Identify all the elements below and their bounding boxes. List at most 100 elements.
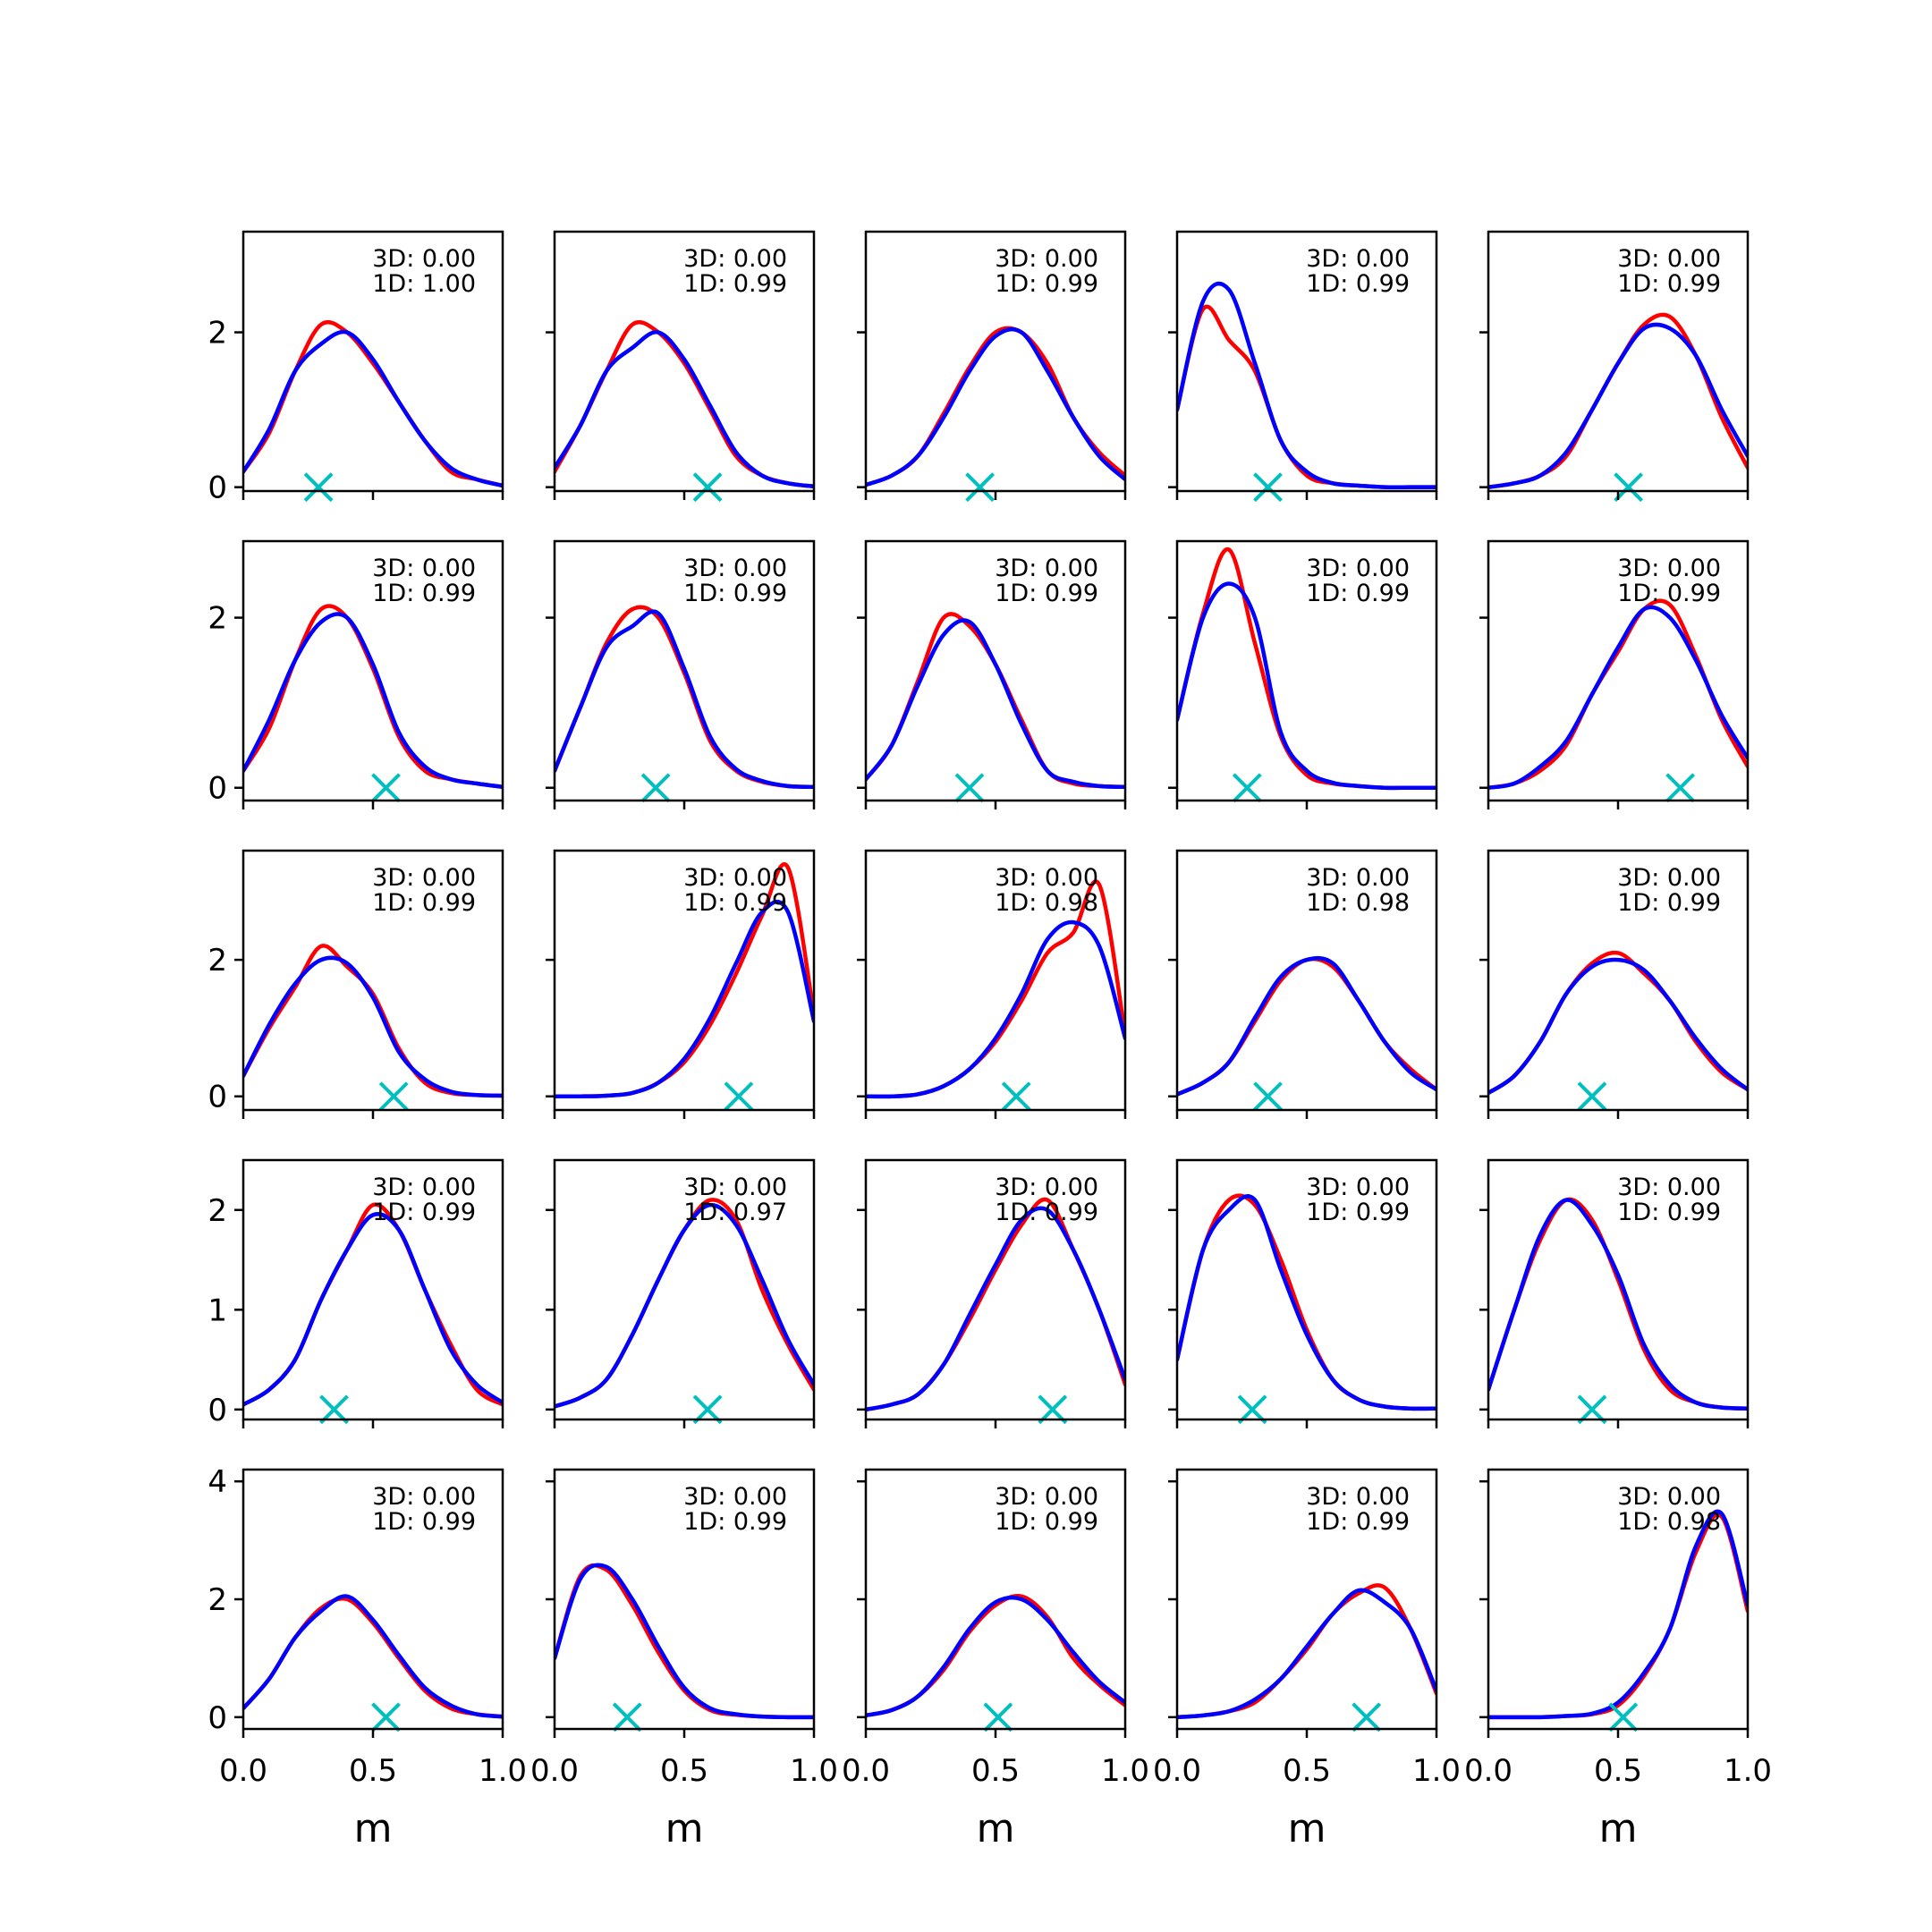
annotation-line: 1D: 0.98 (995, 889, 1098, 917)
annotation-line: 1D: 0.98 (1617, 1508, 1721, 1536)
plot-area (866, 612, 1125, 790)
plot-area (1177, 281, 1436, 490)
annotation-line: 3D: 0.00 (372, 555, 476, 582)
x-tick-label: 0.5 (660, 1753, 708, 1789)
blue-series-line (1177, 581, 1436, 791)
x-marker (371, 1702, 401, 1733)
blue-series-line (1177, 1588, 1436, 1720)
plot-area (1488, 598, 1748, 790)
plot-area (555, 1563, 814, 1720)
x-tick-label: 0.0 (530, 1753, 579, 1789)
x-marker (983, 1702, 1013, 1733)
x-tick-label: 0.0 (1153, 1753, 1201, 1789)
x-tick-label: 0.5 (349, 1753, 397, 1789)
red-series-line (243, 604, 503, 790)
annotation-line: 1D: 0.99 (995, 1199, 1098, 1226)
blue-series-line (866, 1595, 1125, 1718)
annotation-line: 1D: 0.99 (1617, 270, 1721, 298)
annotation-line: 3D: 0.00 (995, 245, 1098, 273)
y-tick-label: 0 (208, 1700, 227, 1736)
red-series-line (555, 1563, 814, 1720)
plot-area (1177, 955, 1436, 1097)
blue-series-line (1488, 322, 1748, 489)
red-series-line (1177, 1583, 1436, 1720)
y-tick-label: 2 (208, 1582, 227, 1618)
blue-series-line (243, 329, 503, 488)
annotation-line: 1D: 1.00 (372, 270, 476, 298)
annotation-line: 1D: 0.99 (683, 580, 787, 607)
plot-area (866, 326, 1125, 487)
plot-area (1488, 950, 1748, 1096)
annotation-line: 3D: 0.00 (1617, 1174, 1721, 1201)
x-marker (1001, 1081, 1031, 1112)
x-marker (1665, 773, 1696, 803)
annotation-line: 3D: 0.00 (1617, 555, 1721, 582)
blue-series-line (1488, 1509, 1748, 1720)
plot-area (1177, 1193, 1436, 1411)
x-marker (1232, 773, 1262, 803)
annotation-line: 1D: 0.99 (1306, 1508, 1410, 1536)
blue-series-line (866, 326, 1125, 487)
plot-area (555, 1198, 814, 1409)
red-series-line (555, 605, 814, 790)
blue-series-line (866, 919, 1125, 1099)
x-tick-label: 0.0 (842, 1753, 890, 1789)
x-axis-label: m (1288, 1806, 1326, 1852)
blue-series-line (1488, 957, 1748, 1096)
blue-series-line (1488, 605, 1748, 790)
red-series-line (1177, 1193, 1436, 1411)
blue-series-line (1177, 955, 1436, 1097)
x-marker (1614, 472, 1644, 503)
x-tick-label: 0.5 (1283, 1753, 1331, 1789)
y-tick-label: 2 (208, 316, 227, 352)
annotation-line: 1D: 0.99 (1306, 1199, 1410, 1226)
annotation-line: 1D: 0.99 (1306, 580, 1410, 607)
x-tick-label: 1.0 (479, 1753, 527, 1789)
blue-series-line (555, 899, 814, 1099)
x-marker (954, 773, 985, 803)
y-tick-label: 2 (208, 601, 227, 637)
annotation-line: 1D: 0.99 (372, 889, 476, 917)
annotation-line: 3D: 0.00 (995, 864, 1098, 892)
annotation-line: 1D: 0.99 (372, 580, 476, 607)
annotation-line: 3D: 0.00 (683, 864, 787, 892)
annotation-line: 3D: 0.00 (372, 1174, 476, 1201)
red-series-line (866, 1593, 1125, 1718)
annotation-line: 3D: 0.00 (1306, 555, 1410, 582)
x-marker (692, 472, 723, 503)
y-tick-label: 2 (208, 1193, 227, 1229)
blue-series-line (866, 1206, 1125, 1412)
annotation-line: 3D: 0.00 (995, 1483, 1098, 1511)
annotation-line: 3D: 0.00 (995, 1174, 1098, 1201)
x-marker (1608, 1702, 1639, 1733)
red-series-line (866, 326, 1125, 487)
red-series-line (1488, 1197, 1748, 1411)
annotation-line: 3D: 0.00 (995, 555, 1098, 582)
annotation-line: 1D: 0.97 (683, 1199, 787, 1226)
x-axis-label: m (665, 1806, 704, 1852)
x-marker (1253, 1081, 1283, 1112)
x-axis-label: m (977, 1806, 1015, 1852)
red-series-line (866, 1197, 1125, 1412)
plot-area (555, 862, 814, 1099)
blue-series-line (555, 1563, 814, 1720)
annotation-line: 1D: 0.99 (1617, 1199, 1721, 1226)
plot-area (243, 1202, 503, 1407)
x-marker (965, 472, 996, 503)
